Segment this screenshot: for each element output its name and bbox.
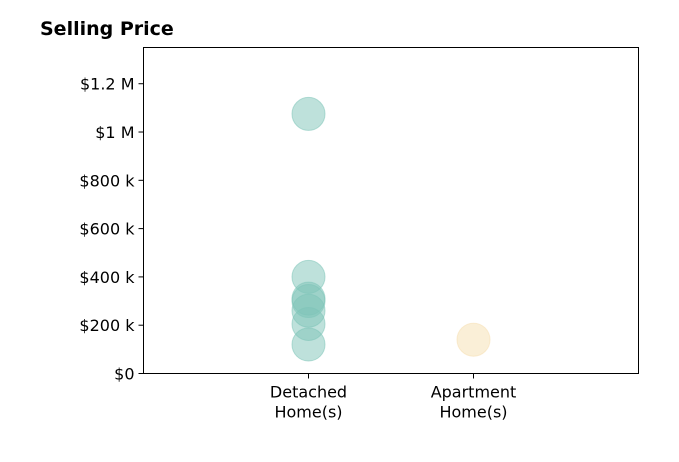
y-tick-label: $600 k [79, 220, 135, 239]
chart-title: Selling Price [40, 18, 174, 40]
y-tick-label: $1 M [95, 123, 134, 142]
x-axis: Detached Home(s) Apartment Home(s) [270, 373, 517, 422]
scatter-points [291, 96, 491, 362]
y-tick-label: $400 k [79, 268, 135, 287]
y-tick-label: $200 k [79, 316, 135, 335]
y-tick-label: $800 k [79, 171, 135, 190]
data-point [456, 322, 491, 357]
y-tick-label: $0 [114, 365, 134, 384]
y-tick-label: $1.2 M [80, 75, 135, 94]
y-axis: $0 $200 k $400 k $600 k $800 k $1 M $1.2 M [79, 75, 144, 384]
data-point [291, 327, 326, 362]
data-point [291, 96, 326, 131]
plot-area-frame [143, 47, 639, 374]
x-tick-label: Apartment Home(s) [431, 383, 517, 422]
x-tick-label: Detached Home(s) [270, 383, 347, 422]
